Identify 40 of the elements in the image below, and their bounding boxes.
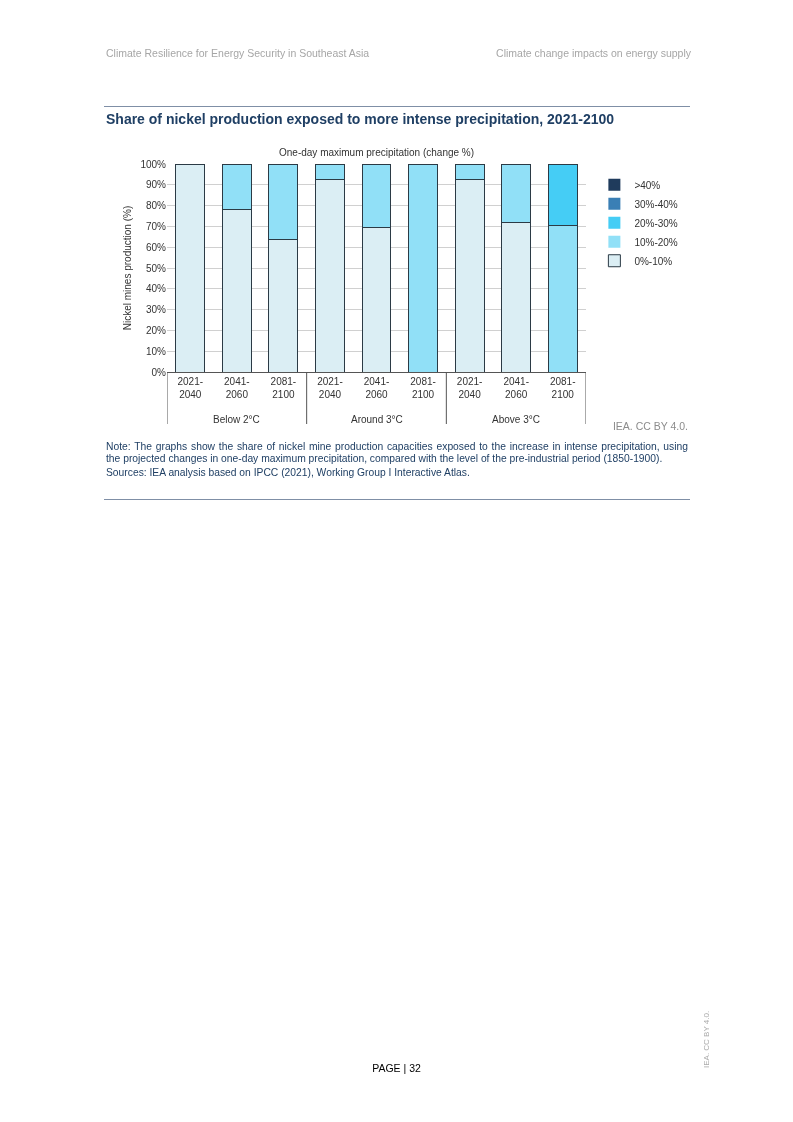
text: IEA. CC BY 4.0.: [612, 420, 688, 432]
x-tick-label: 2041-2060: [224, 376, 250, 400]
y-tick-label: 100%: [140, 158, 167, 170]
chart-subtitle: One-day maximum precipitation (change %): [279, 147, 475, 158]
text: Climate change impacts on energy supply: [496, 47, 691, 59]
x-tick-label: 2021-2040: [456, 376, 483, 400]
y-tick-label: 50%: [145, 262, 167, 274]
y-tick-label: 40%: [145, 283, 167, 295]
legend-label: >40%: [634, 179, 661, 191]
x-tick-label: 2021-2040: [317, 376, 343, 400]
y-tick-label: 20%: [145, 324, 167, 336]
bar: [175, 164, 206, 372]
text: Note: The graphs show the share of nickel mine production capacities exposed to the increase in intense precipitation, using the projected changes in one-day maximum precipitation, compared with the level of the pre-industrial period (1850-1900).: [106, 441, 688, 466]
x-tick-label: 2021-2040: [177, 376, 204, 400]
text: Climate Resilience for Energy Security in Southeast Asia: [106, 47, 370, 59]
y-tick-label: 90%: [145, 179, 167, 191]
bar: [408, 164, 438, 372]
source-note: Sources: IEA analysis based on IPCC (2021), Working Group I Interactive Atlas.: [106, 467, 471, 480]
legend-label: 20%-30%: [634, 217, 678, 229]
x-tick-label: 2041-2060: [363, 376, 390, 400]
x-tick-label: 2081-2100: [270, 376, 297, 400]
y-tick-label: 30%: [145, 304, 167, 316]
text: Around 3°C: [351, 414, 403, 425]
y-tick-label: 10%: [145, 345, 167, 357]
x-tick-label: 2041-2060: [503, 376, 529, 400]
text: PAGE | 32: [372, 1062, 421, 1074]
x-tick-label: 2081-2100: [410, 376, 436, 400]
text: Below 2°C: [213, 414, 260, 425]
y-tick-label: 0%: [151, 366, 167, 378]
legend-label: 30%-40%: [634, 198, 678, 210]
text: IEA. CC BY 4.0.: [702, 1010, 711, 1068]
legend-label: 10%-20%: [634, 236, 678, 248]
y-axis-title: Nickel mines production (%): [122, 205, 134, 331]
x-tick-label: 2081-2100: [549, 376, 576, 400]
chart-title: Share of nickel production exposed to more intense precipitation, 2021-2100: [106, 111, 615, 127]
y-tick-label: 80%: [145, 200, 167, 212]
legend-label: 0%-10%: [634, 255, 673, 267]
text: Above 3°C: [492, 414, 540, 425]
y-tick-label: 70%: [145, 220, 167, 232]
y-tick-label: 60%: [145, 241, 167, 253]
